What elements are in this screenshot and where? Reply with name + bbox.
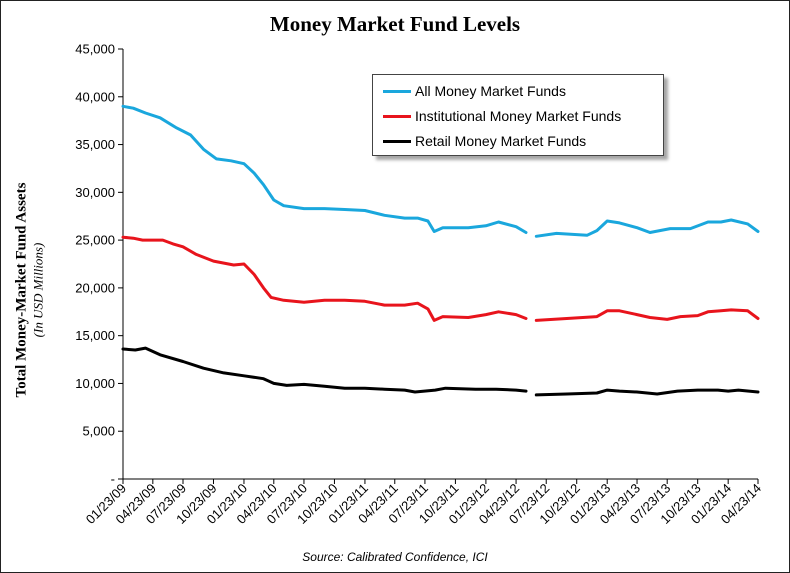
chart-title: Money Market Fund Levels — [269, 12, 521, 36]
y-tick-label: 40,000 — [75, 89, 115, 104]
series-line — [121, 235, 528, 322]
y-tick-label: 5,000 — [82, 424, 115, 439]
series-line — [121, 104, 528, 234]
series-institutional — [121, 235, 760, 322]
legend-label-all: All Money Market Funds — [415, 83, 566, 99]
y-tick-label: 45,000 — [75, 42, 115, 57]
y-tick-label: 35,000 — [75, 137, 115, 152]
legend-swatch-all — [383, 89, 411, 93]
legend: All Money Market Funds Institutional Mon… — [372, 74, 664, 156]
series-line — [534, 308, 760, 322]
legend-item-retail: Retail Money Market Funds — [383, 131, 586, 151]
legend-item-institutional: Institutional Money Market Funds — [383, 106, 621, 126]
source-note: Source: Calibrated Confidence, ICI — [302, 550, 488, 564]
y-axis: - 5,000 10,000 15,000 20,000 25,000 30,000 35,0… — [75, 42, 124, 487]
y-tick-label: 25,000 — [75, 233, 115, 248]
y-tick-label: 10,000 — [75, 376, 115, 391]
legend-swatch-institutional — [383, 114, 411, 118]
series-line — [534, 388, 760, 397]
series-line — [121, 346, 528, 394]
series-layer — [121, 104, 760, 397]
series-all — [121, 104, 760, 238]
y-tick-label: - — [111, 472, 115, 487]
legend-label-retail: Retail Money Market Funds — [415, 133, 587, 149]
legend-swatch-retail — [383, 139, 411, 143]
series-retail — [121, 346, 760, 397]
y-tick-label: 20,000 — [75, 280, 115, 295]
legend-item-all: All Money Market Funds — [383, 81, 566, 101]
y-tick-label: 15,000 — [75, 328, 115, 343]
x-axis: 01/23/0904/23/0907/23/0910/23/0901/23/10… — [83, 478, 764, 527]
legend-label-institutional: Institutional Money Market Funds — [415, 108, 622, 124]
y-tick-label: 30,000 — [75, 185, 115, 200]
series-line — [534, 218, 760, 238]
